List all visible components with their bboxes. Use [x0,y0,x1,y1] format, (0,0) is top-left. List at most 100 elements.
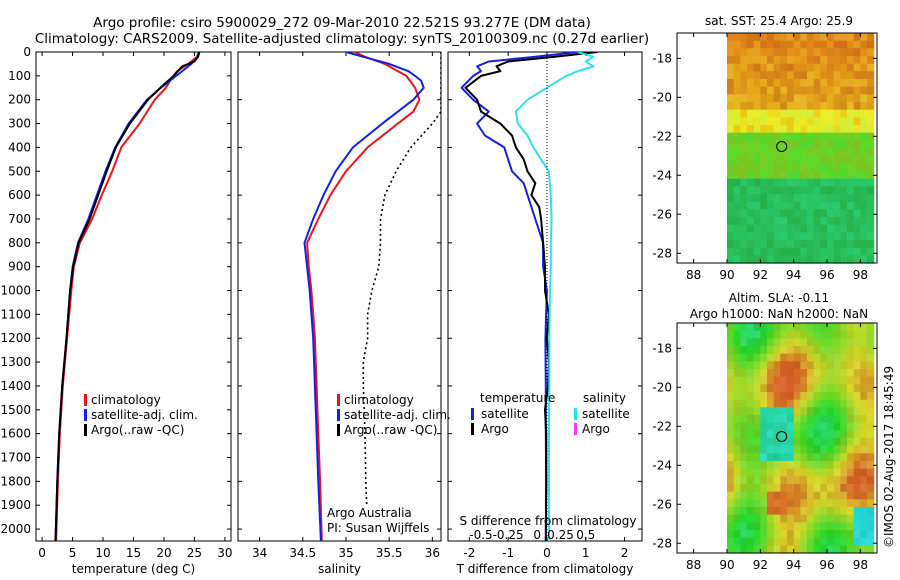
heatmap-cell [767,40,775,49]
heatmap-cell [860,171,868,180]
heatmap-cell [860,522,868,531]
heatmap-cell [733,323,741,332]
heatmap-cell [807,522,815,531]
heatmap-cell [807,361,815,370]
x-tick-label: 36 [425,546,440,560]
heatmap-cell [833,148,841,157]
x-tick-label: 35 [338,546,353,560]
heatmap-cell [813,140,821,149]
heatmap-cell [787,140,795,149]
heatmap-cell [787,63,795,72]
legend-item: satellite [582,407,630,421]
legend-swatch [84,409,87,421]
heatmap-cell [827,537,835,546]
y-tick-label: 400 [8,140,31,154]
heatmap-cell [787,224,795,233]
y-tick-label: 900 [8,260,31,274]
heatmap-cell [747,376,755,385]
heatmap-cell [767,376,775,385]
heatmap-cell [767,430,775,439]
heatmap-cell [853,376,861,385]
heatmap-cell [807,132,815,141]
legend-swatch [84,394,87,406]
heatmap-cell [773,79,781,88]
heatmap-cell [773,361,781,370]
heatmap-cell [800,132,808,141]
heatmap-cell [860,125,868,134]
heatmap-cell [740,461,748,470]
heatmap-cell [733,376,741,385]
heatmap-cell [840,56,848,65]
heatmap-cell [727,240,735,249]
heatmap-cell [840,330,848,339]
heatmap-cell [760,530,768,539]
heatmap-cell [840,247,848,256]
heatmap-cell [773,422,781,431]
heatmap-cell [833,232,841,241]
heatmap-cell [753,117,761,126]
heatmap-cell [780,140,788,149]
heatmap-cell [807,438,815,447]
heatmap-cell [733,369,741,378]
heatmap-cell [747,255,755,264]
x-tick-label: 98 [853,268,868,282]
heatmap-cell [813,102,821,111]
heatmap-cell [813,125,821,134]
heatmap-cell [867,217,875,226]
heatmap-cell [847,330,855,339]
heatmap-cell [853,338,861,347]
heatmap-cell [733,63,741,72]
heatmap-cell [740,109,748,118]
heatmap-cell [847,338,855,347]
heatmap-cell [833,79,841,88]
heatmap-cell [833,445,841,454]
heatmap-cell [753,415,761,424]
heatmap-cell [760,194,768,203]
heatmap-cell [753,453,761,462]
heatmap-cell [800,217,808,226]
heatmap-cell [747,40,755,49]
heatmap-cell [773,376,781,385]
heatmap-cell [813,415,821,424]
heatmap-cell [740,194,748,203]
heatmap-cell [867,48,875,57]
heatmap-cell [867,507,875,516]
heatmap-cell [727,330,735,339]
heatmap-cell [847,117,855,126]
heatmap-cell [773,163,781,172]
heatmap-cell [760,255,768,264]
y-tick-label: 0 [23,45,31,59]
heatmap-cell [813,323,821,332]
heatmap-cell [753,522,761,531]
heatmap-cell [767,102,775,111]
heatmap-cell [733,255,741,264]
heatmap-cell [780,514,788,523]
heatmap-cell [740,117,748,126]
heatmap-cell [807,484,815,493]
y-tick-label: -20 [652,90,672,104]
heatmap-cell [767,415,775,424]
heatmap-cell [767,384,775,393]
heatmap-cell [740,438,748,447]
heatmap-cell [807,217,815,226]
heatmap-cell [813,453,821,462]
heatmap-cell [787,323,795,332]
heatmap-cell [793,399,801,408]
heatmap-cell [753,79,761,88]
heatmap-cell [773,323,781,332]
heatmap-cell [847,399,855,408]
heatmap-cell [760,499,768,508]
heatmap-cell [727,361,735,370]
heatmap-cell [827,407,835,416]
heatmap-cell [813,399,821,408]
heatmap-cell [753,530,761,539]
heatmap-cell [787,468,795,477]
heatmap-cell [853,522,861,531]
heatmap-cell [800,232,808,241]
heatmap-cell [767,240,775,249]
heatmap-cell [753,109,761,118]
heatmap-cell [800,537,808,546]
legend-item: Argo [481,422,509,436]
x-tick-label: 88 [686,558,701,572]
heatmap-cell [787,499,795,508]
